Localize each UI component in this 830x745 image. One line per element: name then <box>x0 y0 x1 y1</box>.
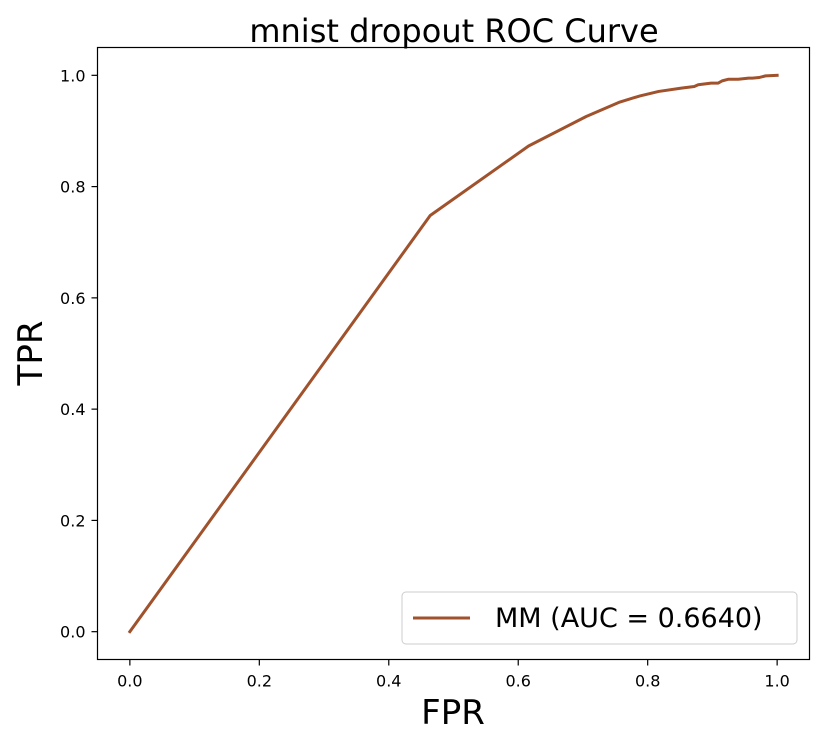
legend-box <box>401 591 798 645</box>
x-tick-label: 0.8 <box>635 672 660 691</box>
y-tick-label: 0.2 <box>60 511 85 530</box>
y-tick-label: 0.4 <box>60 400 85 419</box>
x-axis-label: FPR <box>421 693 485 733</box>
plot-area-frame <box>96 46 811 661</box>
y-tick-label: 0.6 <box>60 289 85 308</box>
series-lines <box>127 73 779 634</box>
roc-series-line <box>127 73 779 634</box>
y-tick-label: 0.0 <box>60 623 85 642</box>
legend-label: MM (AUC = 0.6640) <box>495 603 763 634</box>
y-tick-label: 1.0 <box>60 66 85 85</box>
chart-title: mnist dropout ROC Curve <box>249 12 658 50</box>
x-tick-label: 0.6 <box>506 672 531 691</box>
y-axis-label: TPR <box>11 321 51 387</box>
x-tick-label: 0.0 <box>117 672 142 691</box>
y-axis-ticks: 0.0 0.2 0.4 0.6 0.8 1.0 <box>60 66 98 642</box>
x-tick-label: 0.4 <box>376 672 401 691</box>
y-tick-label: 0.8 <box>60 178 85 197</box>
x-axis-ticks: 0.0 0.2 0.4 0.6 0.8 1.0 <box>117 659 790 691</box>
x-tick-label: 1.0 <box>764 672 789 691</box>
legend: MM (AUC = 0.6640) <box>401 591 798 645</box>
x-tick-label: 0.2 <box>247 672 272 691</box>
